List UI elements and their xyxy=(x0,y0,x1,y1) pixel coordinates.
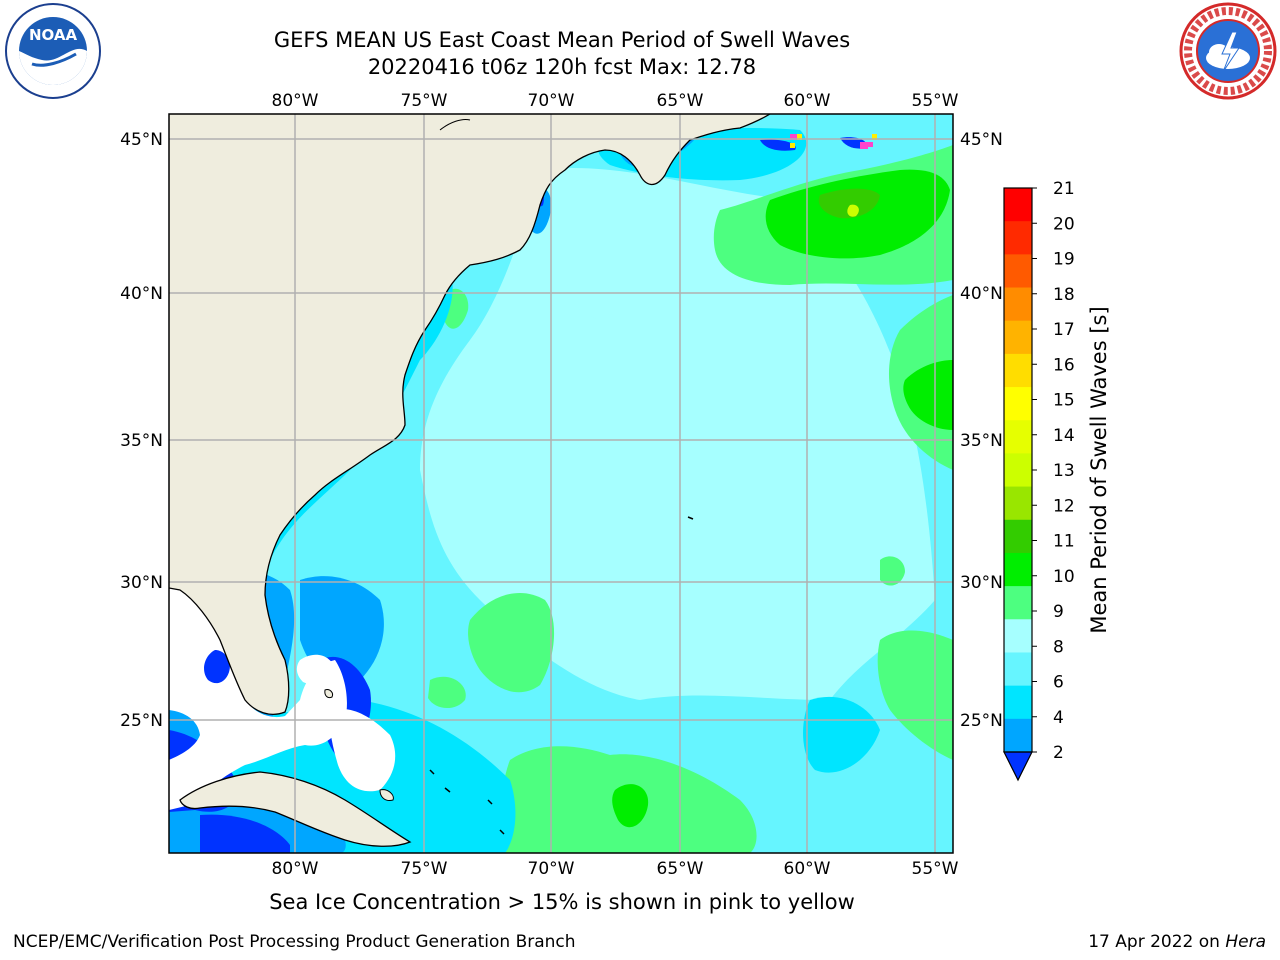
colorbar-tick-label: 13 xyxy=(1053,461,1075,481)
latitude-labels-right: 45°N 40°N 35°N 30°N 25°N xyxy=(960,130,1003,731)
lat-label-right: 40°N xyxy=(960,284,1003,304)
colorbar-segment xyxy=(1004,586,1032,620)
machine-name: Hera xyxy=(1225,932,1266,952)
colorbar-tick-label: 19 xyxy=(1053,250,1075,270)
lat-label-right: 25°N xyxy=(960,711,1003,731)
lon-label-bottom: 70°W xyxy=(528,859,575,879)
colorbar-segment xyxy=(1004,718,1032,753)
colorbar-segment xyxy=(1004,619,1032,653)
colorbar-segment xyxy=(1004,652,1032,687)
latitude-labels-left: 45°N 40°N 35°N 30°N 25°N xyxy=(120,130,163,731)
svg-text:NOAA: NOAA xyxy=(29,26,78,44)
colorbar-tick-label: 11 xyxy=(1053,532,1075,552)
lat-label-right: 30°N xyxy=(960,573,1003,593)
colorbar-segment xyxy=(1004,188,1032,222)
colorbar-tick-label: 20 xyxy=(1053,214,1075,234)
lon-label-top: 75°W xyxy=(401,91,448,111)
lat-label-left: 40°N xyxy=(120,284,163,304)
colorbar-segment xyxy=(1004,287,1032,322)
lat-label-right: 45°N xyxy=(960,130,1003,150)
lon-label-top: 65°W xyxy=(657,91,704,111)
map-frame xyxy=(168,113,954,854)
colorbar-tick-label: 12 xyxy=(1053,496,1075,516)
colorbar-segment xyxy=(1004,685,1032,720)
colorbar-tick-label: 16 xyxy=(1053,355,1075,375)
colorbar-segment xyxy=(1004,387,1032,421)
lat-label-right: 35°N xyxy=(960,431,1003,451)
date-text: 17 Apr 2022 on Hera xyxy=(1088,932,1266,952)
lon-label-bottom: 55°W xyxy=(912,859,959,879)
colorbar-segment xyxy=(1004,420,1032,454)
colorbar-label: Mean Period of Swell Waves [s] xyxy=(1087,306,1111,633)
chart-subtitle: 20220416 t06z 120h fcst Max: 12.78 xyxy=(367,55,757,79)
colorbar-segment xyxy=(1004,254,1032,289)
colorbar-tick-label: 10 xyxy=(1053,567,1075,587)
colorbar-segment xyxy=(1004,353,1032,388)
colorbar-segment xyxy=(1004,221,1032,255)
colorbar-segment xyxy=(1004,519,1032,554)
lat-label-left: 30°N xyxy=(120,573,163,593)
lon-label-top: 60°W xyxy=(784,91,831,111)
lat-label-left: 45°N xyxy=(120,130,163,150)
longitude-labels-bottom: 80°W 75°W 70°W 65°W 60°W 55°W xyxy=(272,859,959,879)
gridlines xyxy=(169,114,953,853)
colorbar: 2 4 6 8 9 10 11 12 13 14 15 16 17 18 19 20 21 xyxy=(1003,179,1075,782)
lon-label-bottom: 80°W xyxy=(272,859,319,879)
noaa-logo: NOAA xyxy=(5,3,101,99)
credit-text: NCEP/EMC/Verification Post Processing Pr… xyxy=(13,932,576,952)
colorbar-segment xyxy=(1004,453,1032,488)
colorbar-tick-label: 6 xyxy=(1053,673,1064,693)
colorbar-segment xyxy=(1004,486,1032,521)
colorbar-tick-label: 9 xyxy=(1053,602,1064,622)
lon-label-top: 55°W xyxy=(912,91,959,111)
chart-title: GEFS MEAN US East Coast Mean Period of S… xyxy=(273,28,851,52)
colorbar-extend-arrow xyxy=(1003,751,1033,782)
lon-label-top: 80°W xyxy=(272,91,319,111)
longitude-labels-top: 80°W 75°W 70°W 65°W 60°W 55°W xyxy=(272,91,959,111)
colorbar-tick-label: 8 xyxy=(1053,637,1064,657)
lon-label-bottom: 60°W xyxy=(784,859,831,879)
lon-label-bottom: 75°W xyxy=(401,859,448,879)
colorbar-tick-label: 14 xyxy=(1053,426,1075,446)
lat-label-left: 35°N xyxy=(120,431,163,451)
colorbar-tick-label: 18 xyxy=(1053,285,1075,305)
colorbar-tick-label: 17 xyxy=(1053,320,1075,340)
colorbar-tick-label: 21 xyxy=(1053,179,1075,199)
lon-label-top: 70°W xyxy=(528,91,575,111)
colorbar-tick-label: 4 xyxy=(1053,708,1064,728)
lon-label-bottom: 65°W xyxy=(657,859,704,879)
colorbar-tick-label: 2 xyxy=(1053,743,1064,763)
nws-logo xyxy=(1179,2,1277,100)
colorbar-tick-label: 15 xyxy=(1053,391,1075,411)
map-field xyxy=(169,114,953,853)
lat-label-left: 25°N xyxy=(120,711,163,731)
colorbar-segment xyxy=(1004,320,1032,355)
sea-ice-note: Sea Ice Concentration > 15% is shown in … xyxy=(269,890,855,914)
colorbar-segment xyxy=(1004,552,1032,587)
